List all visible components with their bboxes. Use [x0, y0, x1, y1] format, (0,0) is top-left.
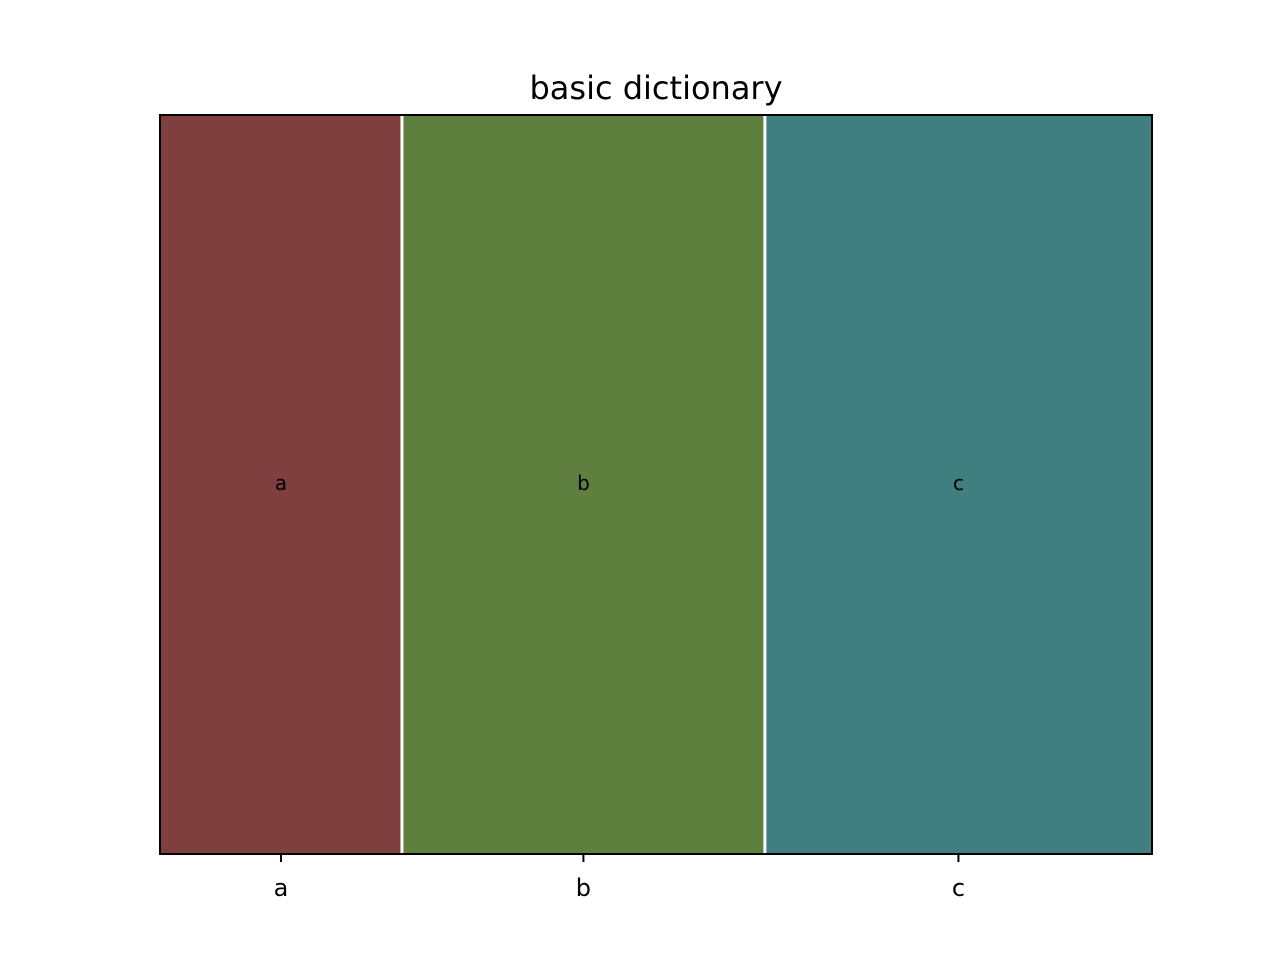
tile-label-b: b: [577, 471, 590, 495]
tile-a: [160, 115, 401, 854]
x-tick-label-c: c: [952, 874, 965, 902]
x-tick-label-a: a: [274, 874, 289, 902]
tile-label-c: c: [953, 471, 964, 495]
x-ticks-group: a b c: [274, 854, 965, 902]
tile-label-a: a: [275, 471, 287, 495]
x-tick-label-b: b: [576, 874, 591, 902]
tile-c: [766, 115, 1152, 854]
tile-b: [403, 115, 764, 854]
tiles-group: a b c: [160, 115, 1152, 854]
chart-title: basic dictionary: [529, 69, 782, 107]
axes-frame: [159, 114, 1153, 855]
